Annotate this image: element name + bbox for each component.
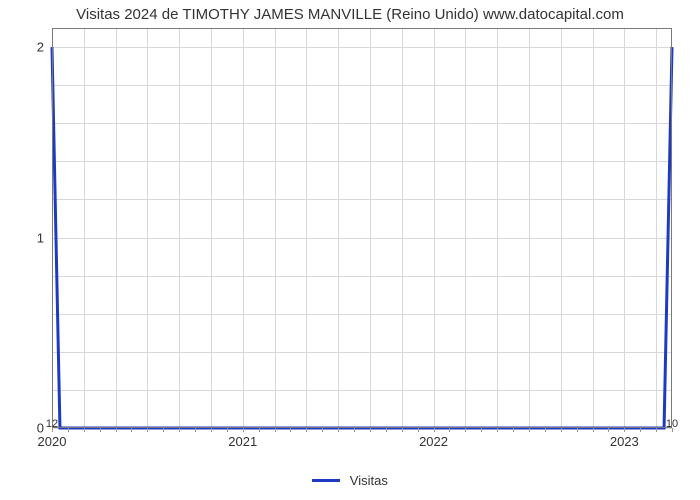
x-minor-tick [608, 428, 609, 432]
legend-label: Visitas [350, 473, 388, 488]
x-minor-tick [227, 428, 228, 432]
x-minor-tick [465, 428, 466, 432]
x-minor-tick [481, 428, 482, 432]
x-minor-tick [100, 428, 101, 432]
x-minor-tick [434, 428, 435, 432]
x-minor-tick [370, 428, 371, 432]
x-minor-tick [577, 428, 578, 432]
x-minor-tick [322, 428, 323, 432]
x-minor-tick [211, 428, 212, 432]
series-line [52, 47, 672, 428]
x-minor-tick [306, 428, 307, 432]
x-minor-tick [290, 428, 291, 432]
x-minor-tick [354, 428, 355, 432]
x-minor-tick [195, 428, 196, 432]
x-minor-tick [513, 428, 514, 432]
x-minor-tick [418, 428, 419, 432]
x-minor-tick [84, 428, 85, 432]
chart-container: Visitas 2024 de TIMOTHY JAMES MANVILLE (… [0, 0, 700, 500]
x-minor-tick [116, 428, 117, 432]
x-minor-tick [561, 428, 562, 432]
line-series [52, 28, 672, 428]
x-minor-tick [52, 428, 53, 432]
x-minor-tick [259, 428, 260, 432]
x-minor-tick [449, 428, 450, 432]
x-minor-tick [640, 428, 641, 432]
x-minor-tick [593, 428, 594, 432]
x-minor-tick [624, 428, 625, 432]
x-minor-tick [68, 428, 69, 432]
x-minor-tick [386, 428, 387, 432]
y-tick-label: 1 [37, 230, 52, 245]
x-minor-tick [529, 428, 530, 432]
legend: Visitas [0, 472, 700, 488]
legend-swatch [312, 479, 340, 482]
chart-title: Visitas 2024 de TIMOTHY JAMES MANVILLE (… [0, 6, 700, 23]
x-minor-tick [545, 428, 546, 432]
x-minor-tick [275, 428, 276, 432]
x-minor-tick [656, 428, 657, 432]
x-minor-tick [147, 428, 148, 432]
x-minor-tick [131, 428, 132, 432]
x-minor-tick [402, 428, 403, 432]
x-minor-tick [672, 428, 673, 432]
plot-area: 012 2020202120222023 1210 [52, 28, 672, 428]
x-minor-tick [243, 428, 244, 432]
x-minor-tick [179, 428, 180, 432]
x-minor-tick [338, 428, 339, 432]
y-tick-label: 2 [37, 40, 52, 55]
x-minor-tick [163, 428, 164, 432]
x-minor-tick [497, 428, 498, 432]
